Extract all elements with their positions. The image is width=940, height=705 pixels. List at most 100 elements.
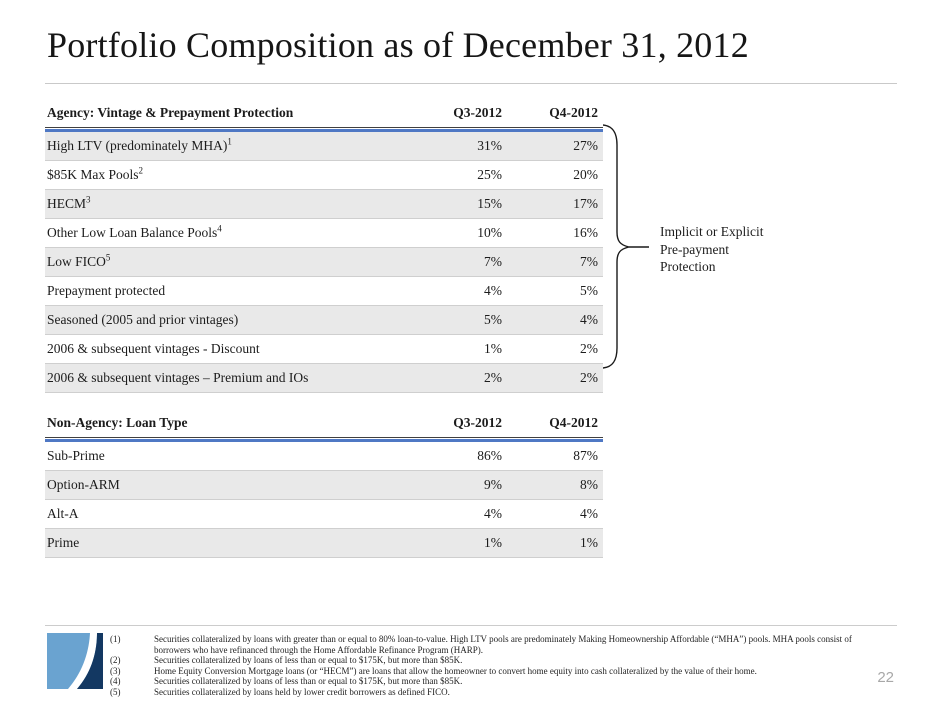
value-q3: 9% — [484, 477, 502, 492]
title-divider — [45, 83, 897, 84]
value-q4: 20% — [573, 167, 598, 182]
table-row: Prepayment protected 4% 5% — [45, 277, 603, 306]
row-label-text: Alt-A — [47, 506, 79, 521]
value-q4: 7% — [580, 254, 598, 269]
column-header-q4: Q4-2012 — [549, 415, 598, 430]
row-label-text: High LTV (predominately MHA) — [47, 138, 228, 153]
value-q3: 2% — [484, 370, 502, 385]
row-label-text: Prime — [47, 535, 80, 550]
row-label: 2006 & subsequent vintages – Premium and… — [47, 370, 407, 386]
value-q3: 5% — [484, 312, 502, 327]
row-label: Option-ARM — [47, 477, 407, 493]
curly-brace-icon — [603, 124, 649, 369]
page-title: Portfolio Composition as of December 31,… — [47, 25, 749, 65]
value-q4: 87% — [573, 448, 598, 463]
agency-table-header: Agency: Vintage & Prepayment Protection … — [45, 100, 603, 127]
value-q3: 10% — [477, 225, 502, 240]
value-q3: 31% — [477, 138, 502, 153]
row-label: High LTV (predominately MHA)1 — [47, 136, 407, 154]
agency-table: Agency: Vintage & Prepayment Protection … — [45, 100, 603, 393]
table-row: Other Low Loan Balance Pools4 10% 16% — [45, 219, 603, 248]
value-q4: 8% — [580, 477, 598, 492]
footnote-text: Securities collateralized by loans of le… — [154, 676, 463, 687]
header-rule-dark — [45, 127, 603, 128]
row-label: Seasoned (2005 and prior vintages) — [47, 312, 407, 328]
footnote-item: (4) Securities collateralized by loans of… — [110, 676, 872, 687]
row-label-text: Other Low Loan Balance Pools — [47, 225, 218, 240]
footnote-ref: 1 — [227, 136, 232, 147]
value-q3: 4% — [484, 283, 502, 298]
table-row: 2006 & subsequent vintages – Premium and… — [45, 364, 603, 393]
footnote-number: (2) — [110, 655, 121, 666]
column-header-q4: Q4-2012 — [549, 105, 598, 120]
table-row: 2006 & subsequent vintages - Discount 1% 2… — [45, 335, 603, 364]
footnote-number: (4) — [110, 676, 121, 687]
value-q4: 5% — [580, 283, 598, 298]
header-rule-blue — [45, 129, 603, 132]
row-label: $85K Max Pools2 — [47, 165, 407, 183]
footnote-text: Securities collateralized by loans with … — [154, 634, 852, 655]
table-row: $85K Max Pools2 25% 20% — [45, 161, 603, 190]
footnote-text: Securities collateralized by loans of le… — [154, 655, 463, 666]
footnote-gap — [126, 687, 154, 698]
footnote-ref: 5 — [105, 252, 111, 263]
table-row: High LTV (predominately MHA)1 31% 27% — [45, 132, 603, 161]
tables-area: Agency: Vintage & Prepayment Protection … — [45, 100, 603, 558]
value-q3: 1% — [484, 341, 502, 356]
footnote-ref: 2 — [138, 165, 144, 176]
row-label: Alt-A — [47, 506, 407, 522]
table-row: Alt-A 4% 4% — [45, 500, 603, 529]
footnote-number: (3) — [110, 665, 121, 676]
row-label: Other Low Loan Balance Pools4 — [47, 224, 407, 241]
footnote-number: (1) — [110, 634, 121, 644]
annotation-line: Protection — [660, 259, 716, 274]
value-q3: 15% — [477, 196, 502, 211]
value-q4: 4% — [580, 312, 598, 327]
value-q3: 7% — [484, 254, 502, 269]
row-label-text: Prepayment protected — [47, 283, 166, 298]
footnote-text: Home Equity Conversion Mortgage loans (o… — [154, 665, 757, 676]
non-agency-table: Non-Agency: Loan Type Q3-2012 Q4-2012 Su… — [45, 410, 603, 558]
value-q4: 16% — [573, 225, 598, 240]
non-agency-table-body: Sub-Prime 86% 87% Option-ARM 9% 8% Alt-A 4% 4% Pr… — [45, 442, 603, 558]
value-q3: 4% — [484, 506, 502, 521]
row-label: Sub-Prime — [47, 448, 407, 464]
page-number: 22 — [877, 669, 894, 686]
footnote-item: (5) Securities collateralized by loans he… — [110, 687, 872, 698]
table-row: Sub-Prime 86% 87% — [45, 442, 603, 471]
agency-table-body: High LTV (predominately MHA)1 31% 27% $85K … — [45, 132, 603, 393]
value-q4: 17% — [573, 196, 598, 211]
annotation-line: Pre-payment — [660, 241, 729, 257]
footnote-number: (5) — [110, 686, 121, 697]
column-header-q3: Q3-2012 — [453, 105, 502, 120]
table-row: Option-ARM 9% 8% — [45, 471, 603, 500]
row-label-text: 2006 & subsequent vintages – Premium and… — [47, 370, 309, 385]
table-row: HECM3 15% 17% — [45, 190, 603, 219]
header-rule-dark — [45, 437, 603, 438]
annotation-line: Implicit or Explicit — [660, 224, 764, 239]
brace-annotation-label: Implicit or Explicit Pre-payment Protect… — [660, 223, 820, 276]
footnote-gap — [126, 634, 154, 655]
row-label: Prepayment protected — [47, 283, 407, 299]
non-agency-table-header: Non-Agency: Loan Type Q3-2012 Q4-2012 — [45, 410, 603, 437]
value-q3: 86% — [477, 448, 502, 463]
row-label: 2006 & subsequent vintages - Discount — [47, 341, 407, 357]
agency-table-title: Agency: Vintage & Prepayment Protection — [47, 105, 294, 120]
row-label: Prime — [47, 535, 407, 551]
footnote-item: (1) Securities collateralized by loans wi… — [110, 634, 872, 655]
footnotes: (1) Securities collateralized by loans wi… — [110, 634, 872, 698]
footer-divider — [45, 625, 897, 626]
footnote-gap — [126, 676, 154, 687]
non-agency-table-title: Non-Agency: Loan Type — [47, 415, 188, 430]
value-q4: 27% — [573, 138, 598, 153]
footnote-gap — [126, 666, 154, 677]
row-label-text: Seasoned (2005 and prior vintages) — [47, 312, 239, 327]
value-q4: 2% — [580, 341, 598, 356]
row-label-text: Sub-Prime — [47, 448, 105, 463]
value-q3: 1% — [484, 535, 502, 550]
company-logo — [47, 633, 103, 689]
value-q4: 1% — [580, 535, 598, 550]
footnote-ref: 3 — [86, 194, 91, 205]
row-label: Low FICO5 — [47, 252, 407, 270]
